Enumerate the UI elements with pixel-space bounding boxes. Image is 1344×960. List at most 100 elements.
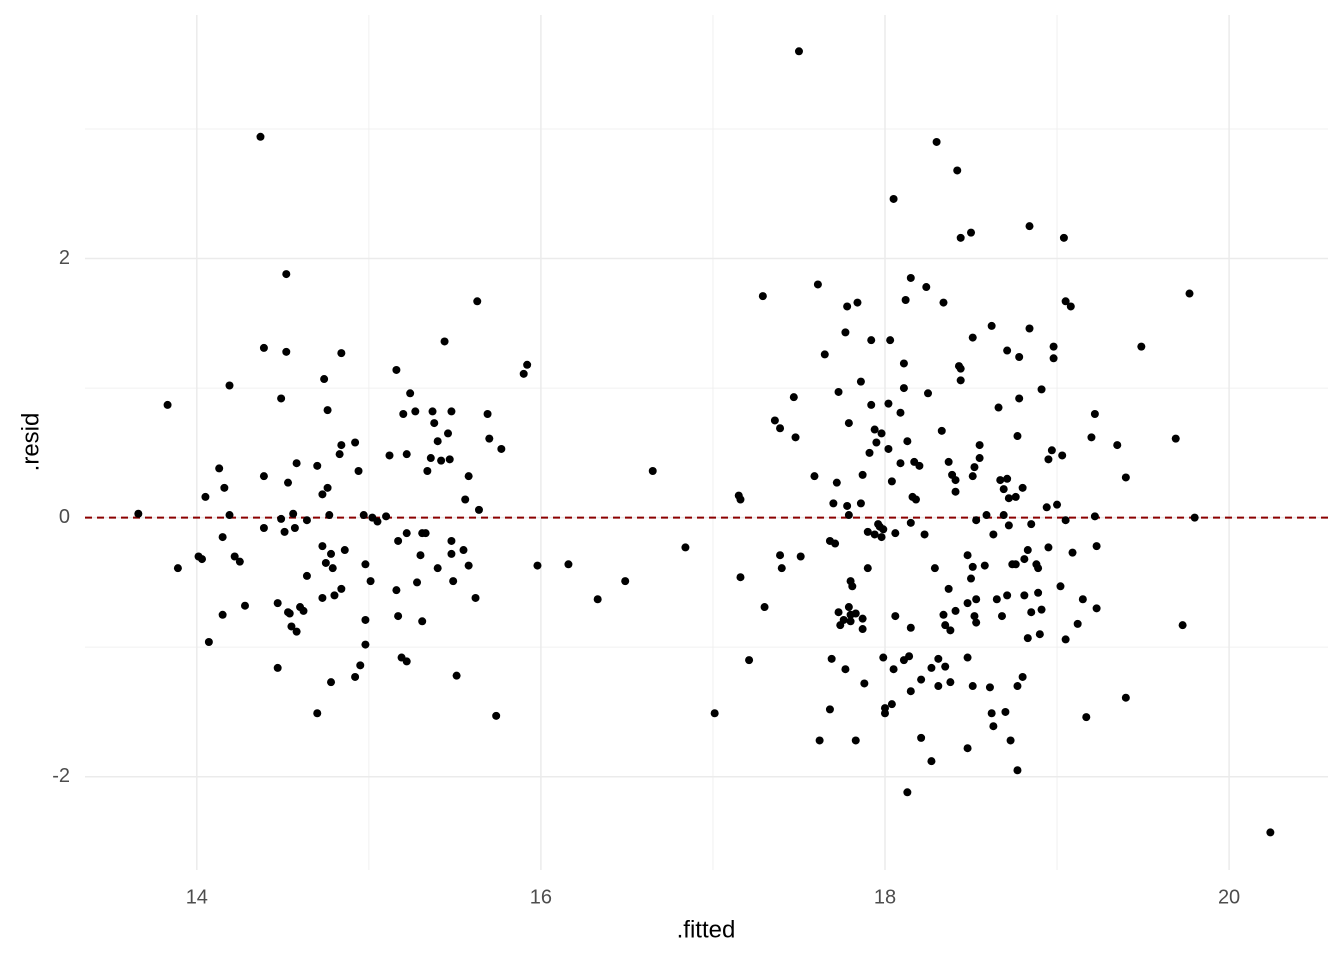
point bbox=[497, 444, 506, 453]
point bbox=[1027, 608, 1036, 617]
point bbox=[323, 406, 332, 415]
point bbox=[392, 365, 401, 374]
point bbox=[1137, 342, 1146, 351]
point bbox=[863, 564, 872, 573]
point bbox=[997, 612, 1006, 621]
point bbox=[1049, 342, 1058, 351]
point bbox=[1006, 736, 1015, 745]
point bbox=[1011, 560, 1020, 569]
point bbox=[416, 551, 425, 560]
point bbox=[951, 476, 960, 485]
point bbox=[218, 610, 227, 619]
point bbox=[235, 557, 244, 566]
point bbox=[1061, 635, 1070, 644]
point bbox=[284, 478, 293, 487]
point bbox=[225, 511, 234, 520]
point bbox=[361, 560, 370, 569]
point bbox=[483, 410, 492, 418]
point bbox=[1073, 619, 1082, 628]
point bbox=[934, 654, 943, 663]
point bbox=[860, 679, 869, 688]
point bbox=[302, 571, 311, 580]
point bbox=[359, 511, 368, 520]
point bbox=[905, 652, 914, 661]
point bbox=[1090, 410, 1099, 418]
point bbox=[428, 407, 437, 416]
point bbox=[877, 533, 886, 542]
point bbox=[999, 485, 1008, 494]
point bbox=[932, 137, 941, 146]
point bbox=[259, 524, 268, 532]
point bbox=[1034, 564, 1043, 573]
point bbox=[939, 298, 948, 307]
point bbox=[1266, 828, 1275, 837]
point bbox=[273, 599, 282, 608]
point bbox=[1171, 434, 1180, 443]
point bbox=[406, 389, 415, 398]
point bbox=[858, 614, 867, 623]
point bbox=[292, 459, 301, 468]
point bbox=[1092, 604, 1101, 613]
point bbox=[1056, 582, 1065, 591]
point bbox=[340, 546, 349, 555]
point bbox=[256, 132, 265, 141]
point bbox=[841, 665, 850, 674]
point bbox=[736, 573, 745, 582]
point bbox=[318, 542, 327, 551]
point bbox=[879, 653, 888, 662]
point bbox=[770, 416, 779, 425]
point bbox=[1037, 385, 1046, 394]
point bbox=[844, 419, 853, 428]
point bbox=[1013, 766, 1022, 775]
point bbox=[292, 627, 301, 636]
point bbox=[366, 577, 375, 586]
point bbox=[1003, 346, 1012, 355]
point bbox=[927, 663, 936, 672]
point bbox=[827, 654, 836, 663]
point bbox=[906, 623, 915, 632]
point bbox=[285, 609, 294, 618]
point bbox=[906, 273, 915, 282]
point bbox=[884, 444, 893, 453]
point bbox=[776, 551, 785, 560]
point bbox=[437, 456, 446, 465]
point bbox=[956, 233, 965, 242]
point bbox=[963, 551, 972, 560]
point bbox=[975, 454, 984, 463]
point bbox=[1092, 542, 1101, 551]
point bbox=[1004, 521, 1013, 530]
point bbox=[402, 529, 411, 538]
point bbox=[970, 612, 979, 621]
point bbox=[225, 381, 234, 390]
point bbox=[870, 530, 879, 539]
point bbox=[930, 564, 939, 573]
point bbox=[985, 683, 994, 692]
point bbox=[318, 593, 327, 602]
point bbox=[927, 757, 936, 766]
x-axis-title: .fitted bbox=[677, 916, 736, 943]
point bbox=[899, 384, 908, 393]
point bbox=[1020, 591, 1029, 600]
point bbox=[426, 454, 435, 463]
point bbox=[1003, 591, 1012, 600]
point bbox=[259, 343, 268, 352]
point bbox=[1018, 483, 1027, 492]
point bbox=[951, 487, 960, 496]
point bbox=[289, 509, 298, 518]
point bbox=[273, 663, 282, 672]
point bbox=[1078, 595, 1087, 604]
point bbox=[337, 584, 346, 593]
point bbox=[906, 687, 915, 696]
point bbox=[924, 389, 933, 398]
point bbox=[831, 539, 840, 548]
point bbox=[1059, 233, 1068, 242]
point bbox=[963, 653, 972, 662]
point bbox=[941, 662, 950, 671]
point bbox=[839, 615, 848, 624]
point bbox=[968, 562, 977, 571]
point bbox=[464, 561, 473, 570]
point bbox=[972, 595, 981, 604]
x-tick-label: 14 bbox=[186, 886, 208, 908]
point bbox=[1011, 492, 1020, 501]
